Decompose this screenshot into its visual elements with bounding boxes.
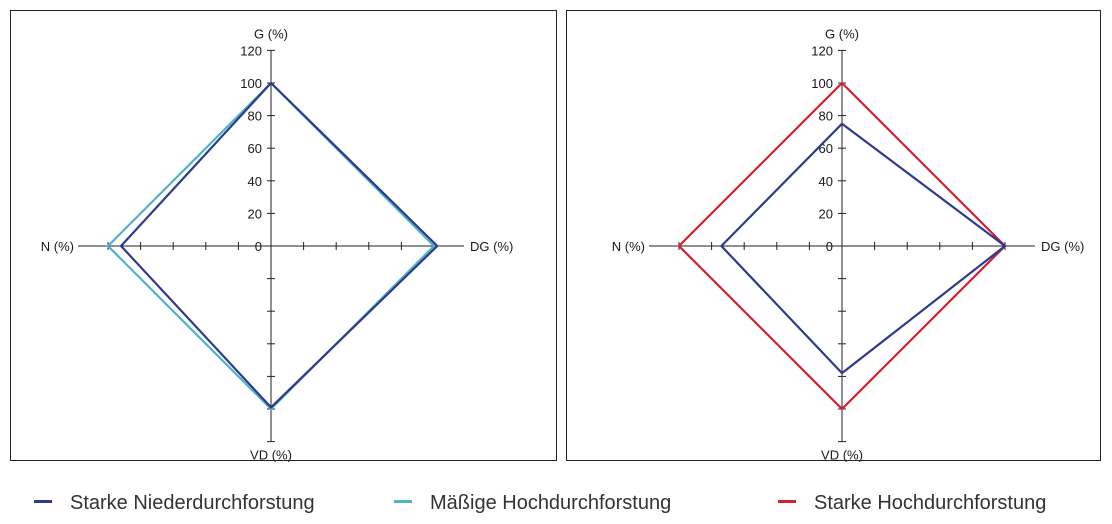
legend-swatch [778, 500, 796, 504]
tick-label: 40 [819, 174, 833, 189]
axis-name-bottom: VD (%) [821, 448, 863, 463]
legend-swatch [394, 500, 412, 504]
tick-label: 20 [819, 206, 833, 221]
axis-name-bottom: VD (%) [250, 448, 292, 463]
axis-name-left: N (%) [612, 239, 645, 254]
series-polygon-0 [677, 81, 1007, 411]
radar-chart-panel-right: 0 20 40 60 80 100 120 G (%) DG (%) VD (%) N (%) [566, 10, 1101, 463]
chart-frame [10, 10, 557, 461]
chart-frame [566, 10, 1101, 461]
legend-label: Mäßige Hochdurchforstung [430, 492, 672, 514]
legend: Starke Niederdurchforstung Mäßige Hochdu… [0, 480, 1112, 524]
tick-label: 100 [240, 76, 262, 91]
tick-label: 40 [248, 174, 262, 189]
tick-label: 80 [819, 109, 833, 124]
series-polygon-1 [119, 81, 439, 409]
legend-swatch [34, 500, 52, 504]
axis-name-right: DG (%) [470, 239, 513, 254]
tick-label: 80 [248, 109, 262, 124]
axis-name-top: G (%) [825, 26, 859, 41]
tick-label: 60 [248, 141, 262, 156]
tick-label: 120 [240, 43, 262, 58]
legend-label: Starke Niederdurchforstung [70, 492, 315, 514]
legend-item-maessige-hochdurchforstung: Mäßige Hochdurchforstung [394, 492, 671, 515]
axis-name-top: G (%) [254, 26, 288, 41]
tick-label: 60 [819, 141, 833, 156]
series-polygon-1 [719, 122, 1007, 375]
tick-label: 100 [811, 76, 833, 91]
legend-label: Starke Hochdurchforstung [814, 492, 1047, 514]
tick-label: 0 [255, 239, 262, 254]
legend-item-starke-hochdurchforstung: Starke Hochdurchforstung [778, 492, 1046, 515]
legend-item-starke-niederdurchforstung: Starke Niederdurchforstung [34, 492, 315, 515]
radar-charts-figure: 0 20 40 60 80 100 120 G (%) DG (%) VD (%) N (%) 0 2… [10, 10, 1101, 463]
tick-label: 20 [248, 206, 262, 221]
axis-name-left: N (%) [41, 239, 74, 254]
radar-chart-panel-left: 0 20 40 60 80 100 120 G (%) DG (%) VD (%) N (%) [10, 10, 557, 463]
axis-name-right: DG (%) [1041, 239, 1084, 254]
tick-label: 0 [826, 239, 833, 254]
series-polygon-0 [106, 81, 436, 411]
tick-label: 120 [811, 43, 833, 58]
